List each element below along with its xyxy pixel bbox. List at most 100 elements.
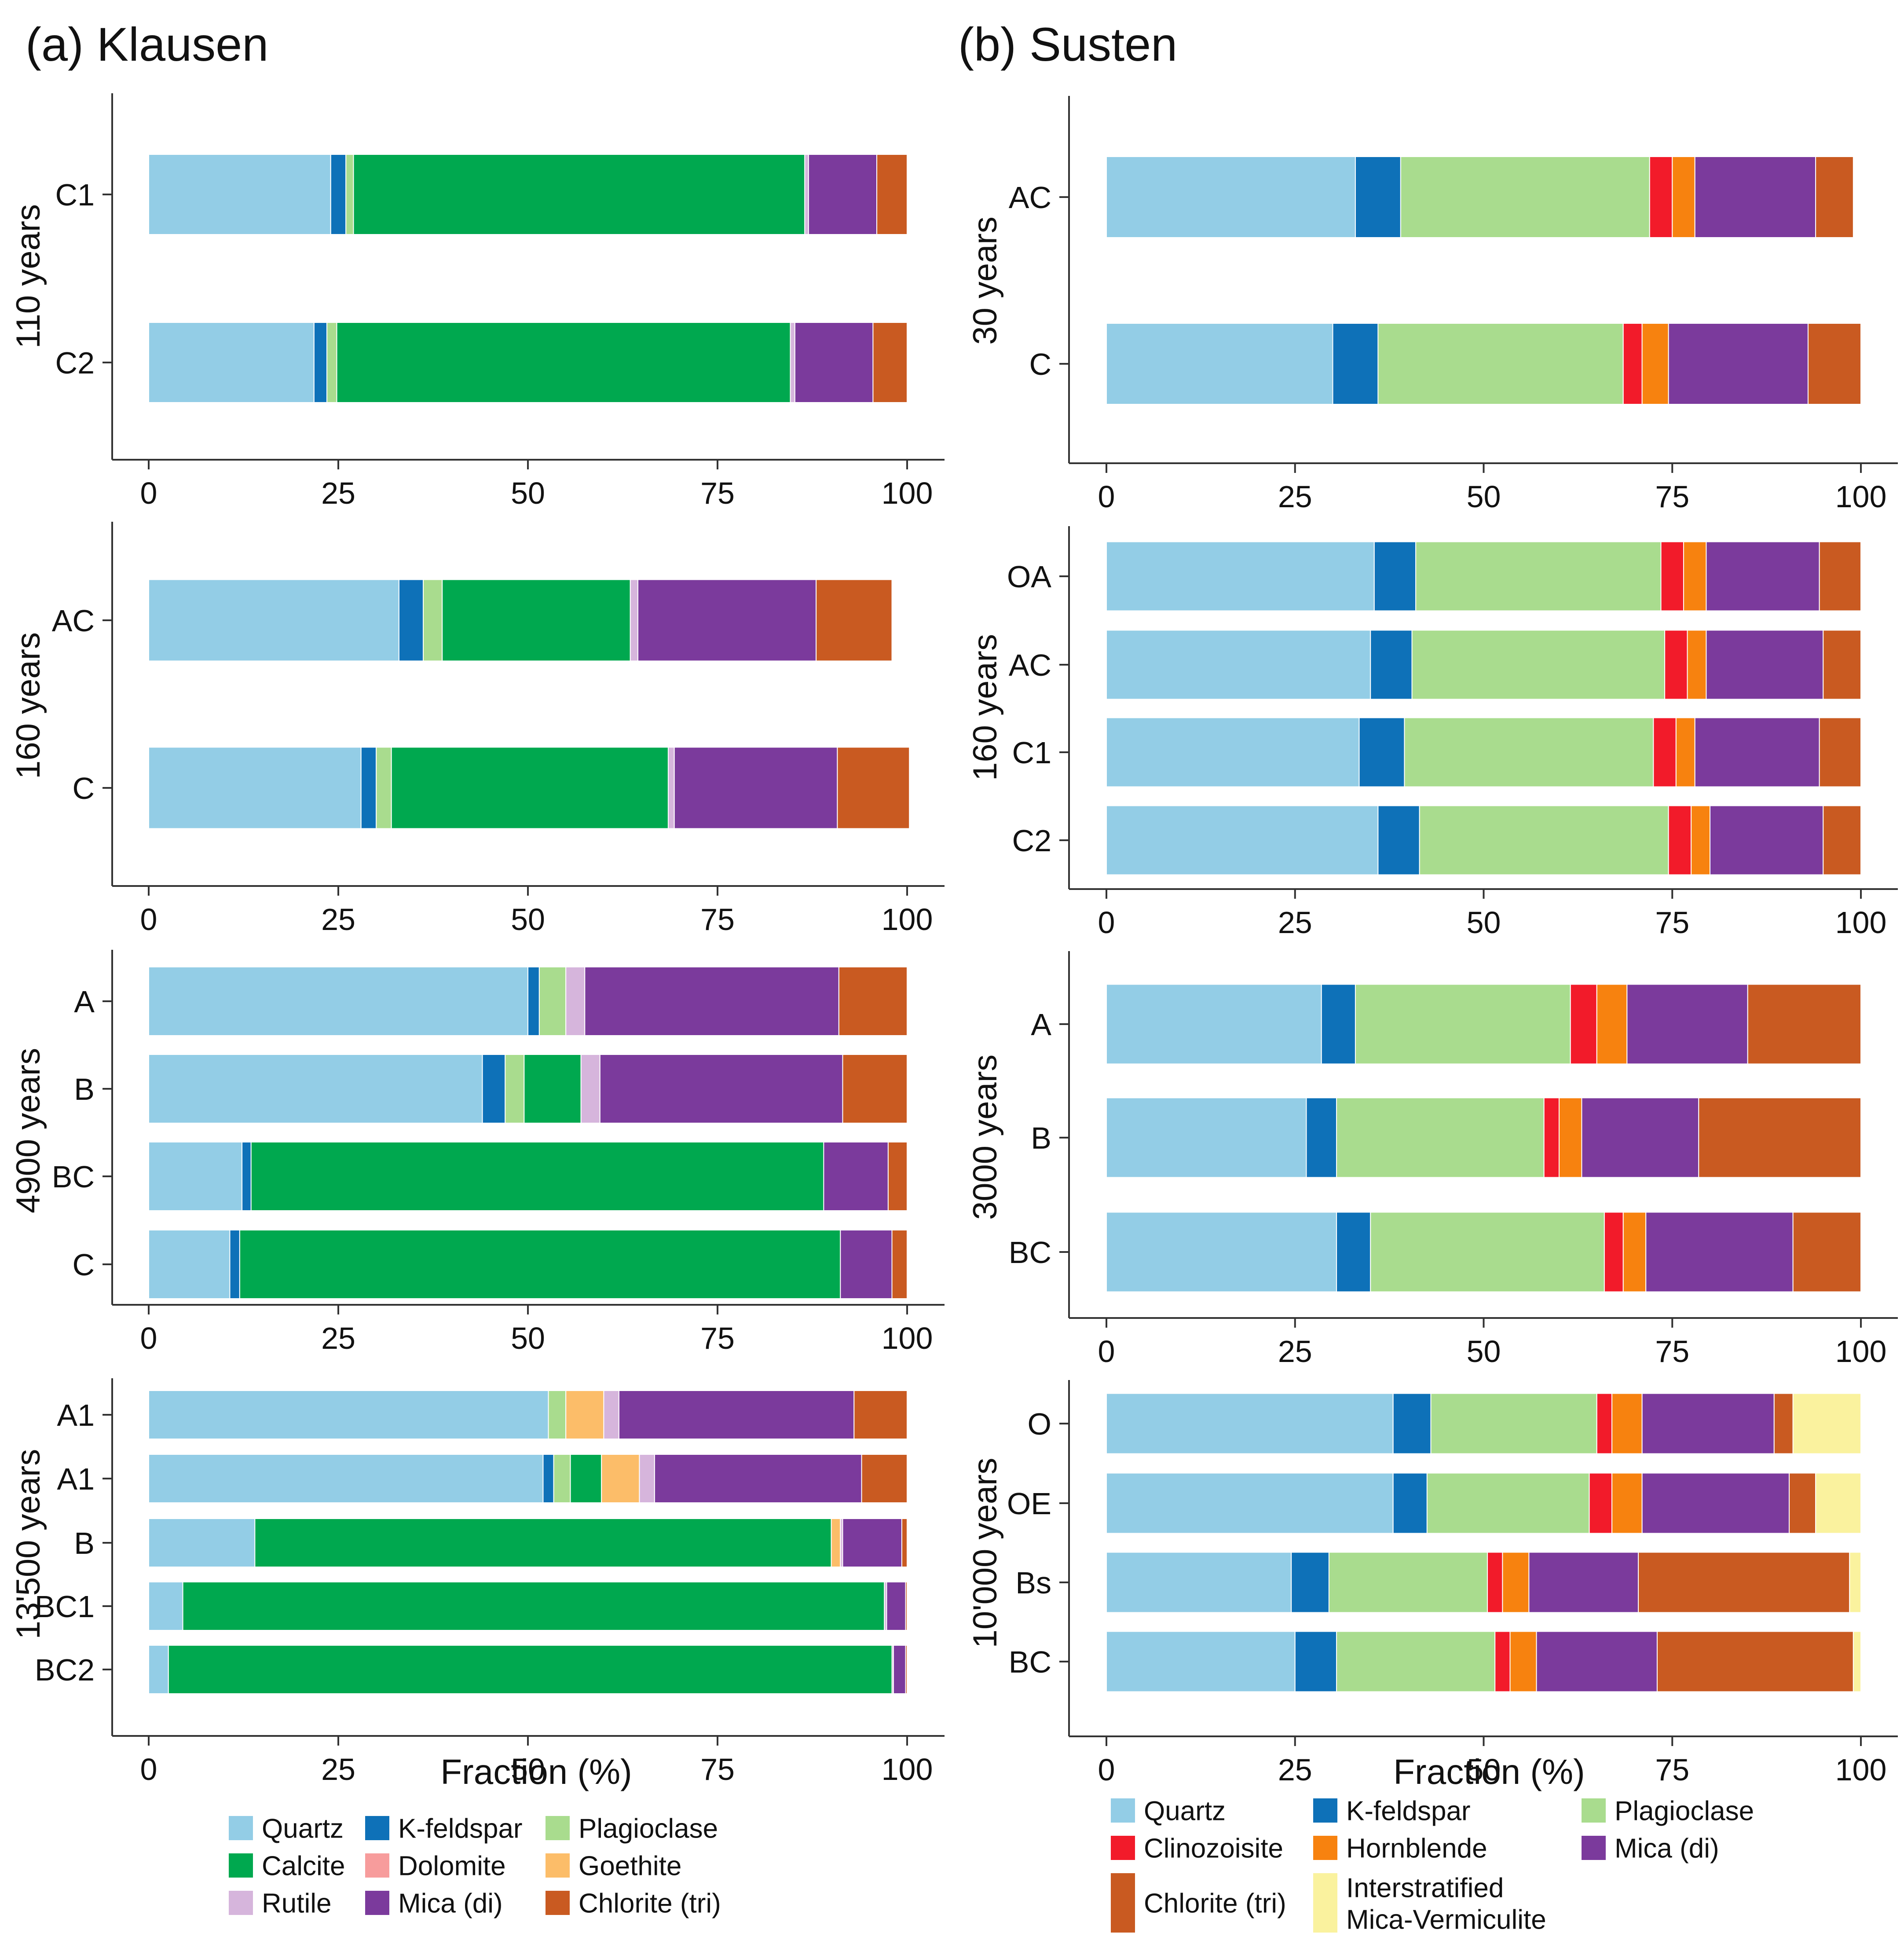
legend-label: K-feldspar xyxy=(398,1814,523,1844)
bar-segment-hornblende xyxy=(1509,1631,1537,1692)
bar-segment-calcite xyxy=(168,1645,893,1694)
x-tick-label: 100 xyxy=(1835,480,1887,514)
bar-segment-mica-di xyxy=(1581,1097,1699,1178)
legend-label: Hornblende xyxy=(1346,1834,1487,1864)
bar-segment-mica-di xyxy=(654,1454,862,1503)
legend-swatch xyxy=(1111,1873,1135,1933)
legend-susten: Quartz K-feldspar Plagioclase Clinozoisite H… xyxy=(1111,1796,1754,1935)
legend-label: Goethite xyxy=(579,1851,681,1882)
subplot-klausen-3: 0 25 50 75 100 13'500 years A1 A1 B BC1 BC2 xyxy=(10,1378,945,1787)
bar-segment-quartz xyxy=(1106,1393,1394,1454)
bar-segment-mica-di xyxy=(584,967,839,1036)
bar-segment-calcite xyxy=(336,322,791,403)
bar-segment-plagioclase xyxy=(1419,805,1669,875)
bar-segment-interstratified-mica-vermiculite xyxy=(1792,1393,1861,1454)
bar-label: AC xyxy=(1009,648,1051,682)
bar-segment-hornblende xyxy=(1611,1472,1643,1534)
bar-segment-mica-di xyxy=(1641,1472,1790,1534)
bar-label: C1 xyxy=(1012,736,1051,770)
legend-swatch xyxy=(365,1891,389,1915)
bar-segment-mica-di xyxy=(1694,717,1820,787)
bar-segment-hornblende xyxy=(1687,630,1707,700)
bar-segment-clinozoisite xyxy=(1604,1212,1624,1292)
bar-segment-clinozoisite xyxy=(1622,323,1643,405)
bar-segment-mica-di xyxy=(823,1142,889,1211)
bar-segment-rutile xyxy=(603,1390,619,1439)
bar-segment-mica-di xyxy=(794,322,874,403)
bar-segment-chlorite-tri xyxy=(1638,1552,1850,1613)
legend-label: Calcite xyxy=(262,1851,345,1882)
bar-segment-plagioclase xyxy=(423,579,443,662)
age-label: 4900 years xyxy=(10,1048,47,1213)
x-tick-label: 50 xyxy=(1467,1334,1501,1369)
legend-label: Plagioclase xyxy=(1615,1796,1754,1827)
bar-segment-plagioclase xyxy=(1328,1552,1488,1613)
x-tick-label: 75 xyxy=(700,1321,735,1355)
bar-segment-hornblende xyxy=(1641,323,1669,405)
bar-segment-calcite xyxy=(353,154,806,235)
x-tick-label: 0 xyxy=(1098,905,1115,940)
x-tick-label: 0 xyxy=(1098,480,1115,514)
bar-label: A xyxy=(1031,1007,1051,1042)
bar-label: BC1 xyxy=(35,1589,95,1624)
bar-segment-plagioclase xyxy=(1370,1212,1605,1292)
bar-segment-calcite xyxy=(182,1582,885,1631)
bar-segment-rutile xyxy=(667,747,675,829)
bar-segment-clinozoisite xyxy=(1487,1552,1503,1613)
x-tick-label: 100 xyxy=(882,902,933,937)
bar-label: C2 xyxy=(55,346,95,380)
bar-label: BC xyxy=(1009,1235,1051,1270)
x-tick-label: 100 xyxy=(882,1752,933,1787)
bar-segment-chlorite-tri xyxy=(1656,1631,1854,1692)
bar-segment-hornblende xyxy=(1622,1212,1647,1292)
bar-segment-chlorite-tri xyxy=(837,747,910,829)
bar-segment-chlorite-tri xyxy=(876,154,908,235)
bar-segment-quartz xyxy=(1106,1212,1337,1292)
bar-segment-chlorite-tri xyxy=(1819,717,1861,787)
bar-segment-k-feldspar xyxy=(1332,323,1379,405)
bar-segment-chlorite-tri xyxy=(1819,541,1861,611)
bar-segment-hornblende xyxy=(1672,156,1695,238)
legend-label: K-feldspar xyxy=(1346,1796,1471,1827)
bar-label: B xyxy=(74,1072,95,1106)
x-tick-label: 0 xyxy=(1098,1753,1115,1787)
bar-segment-quartz xyxy=(1106,156,1356,238)
bar-segment-plagioclase xyxy=(1336,1097,1545,1178)
bar-segment-chlorite-tri xyxy=(905,1645,908,1694)
bar-label: A1 xyxy=(57,1398,95,1432)
bar-segment-calcite xyxy=(239,1230,841,1299)
bar-segment-k-feldspar xyxy=(1358,717,1405,787)
x-tick-label: 100 xyxy=(882,1321,933,1355)
bar-segment-k-feldspar xyxy=(482,1054,506,1124)
panel-b-xlabel: Fraction (%) xyxy=(1393,1752,1585,1791)
bar-segment-chlorite-tri xyxy=(1789,1472,1816,1534)
bar-segment-mica-di xyxy=(893,1645,906,1694)
x-tick-label: 0 xyxy=(140,476,157,510)
bar-segment-hornblende xyxy=(1559,1097,1582,1178)
bar-segment-mica-di xyxy=(1528,1552,1639,1613)
bar-segment-mica-di xyxy=(886,1582,906,1631)
bar-segment-plagioclase xyxy=(1377,323,1624,405)
bar-segment-clinozoisite xyxy=(1660,541,1684,611)
x-tick-label: 25 xyxy=(321,476,355,510)
x-tick-label: 25 xyxy=(1278,480,1312,514)
x-tick-label: 50 xyxy=(1467,1753,1501,1787)
x-tick-label: 50 xyxy=(511,1321,545,1355)
x-tick-label: 25 xyxy=(1278,905,1312,940)
bar-segment-quartz xyxy=(1106,1472,1394,1534)
legend-swatch xyxy=(1313,1798,1337,1823)
legend-swatch xyxy=(229,1816,253,1840)
bar-segment-k-feldspar xyxy=(1336,1212,1371,1292)
bar-segment-rutile xyxy=(639,1454,655,1503)
bar-segment-calcite xyxy=(250,1142,824,1211)
bar-label: Bs xyxy=(1015,1566,1051,1600)
x-tick-label: 25 xyxy=(321,1321,355,1355)
bar-segment-chlorite-tri xyxy=(816,579,893,662)
bar-segment-quartz xyxy=(1106,717,1360,787)
bar-segment-quartz xyxy=(1106,541,1375,611)
bar-segment-mica-di xyxy=(1710,805,1824,875)
age-label: 160 years xyxy=(10,632,47,779)
bar-segment-mica-di xyxy=(1645,1212,1794,1292)
bar-segment-plagioclase xyxy=(326,322,337,403)
